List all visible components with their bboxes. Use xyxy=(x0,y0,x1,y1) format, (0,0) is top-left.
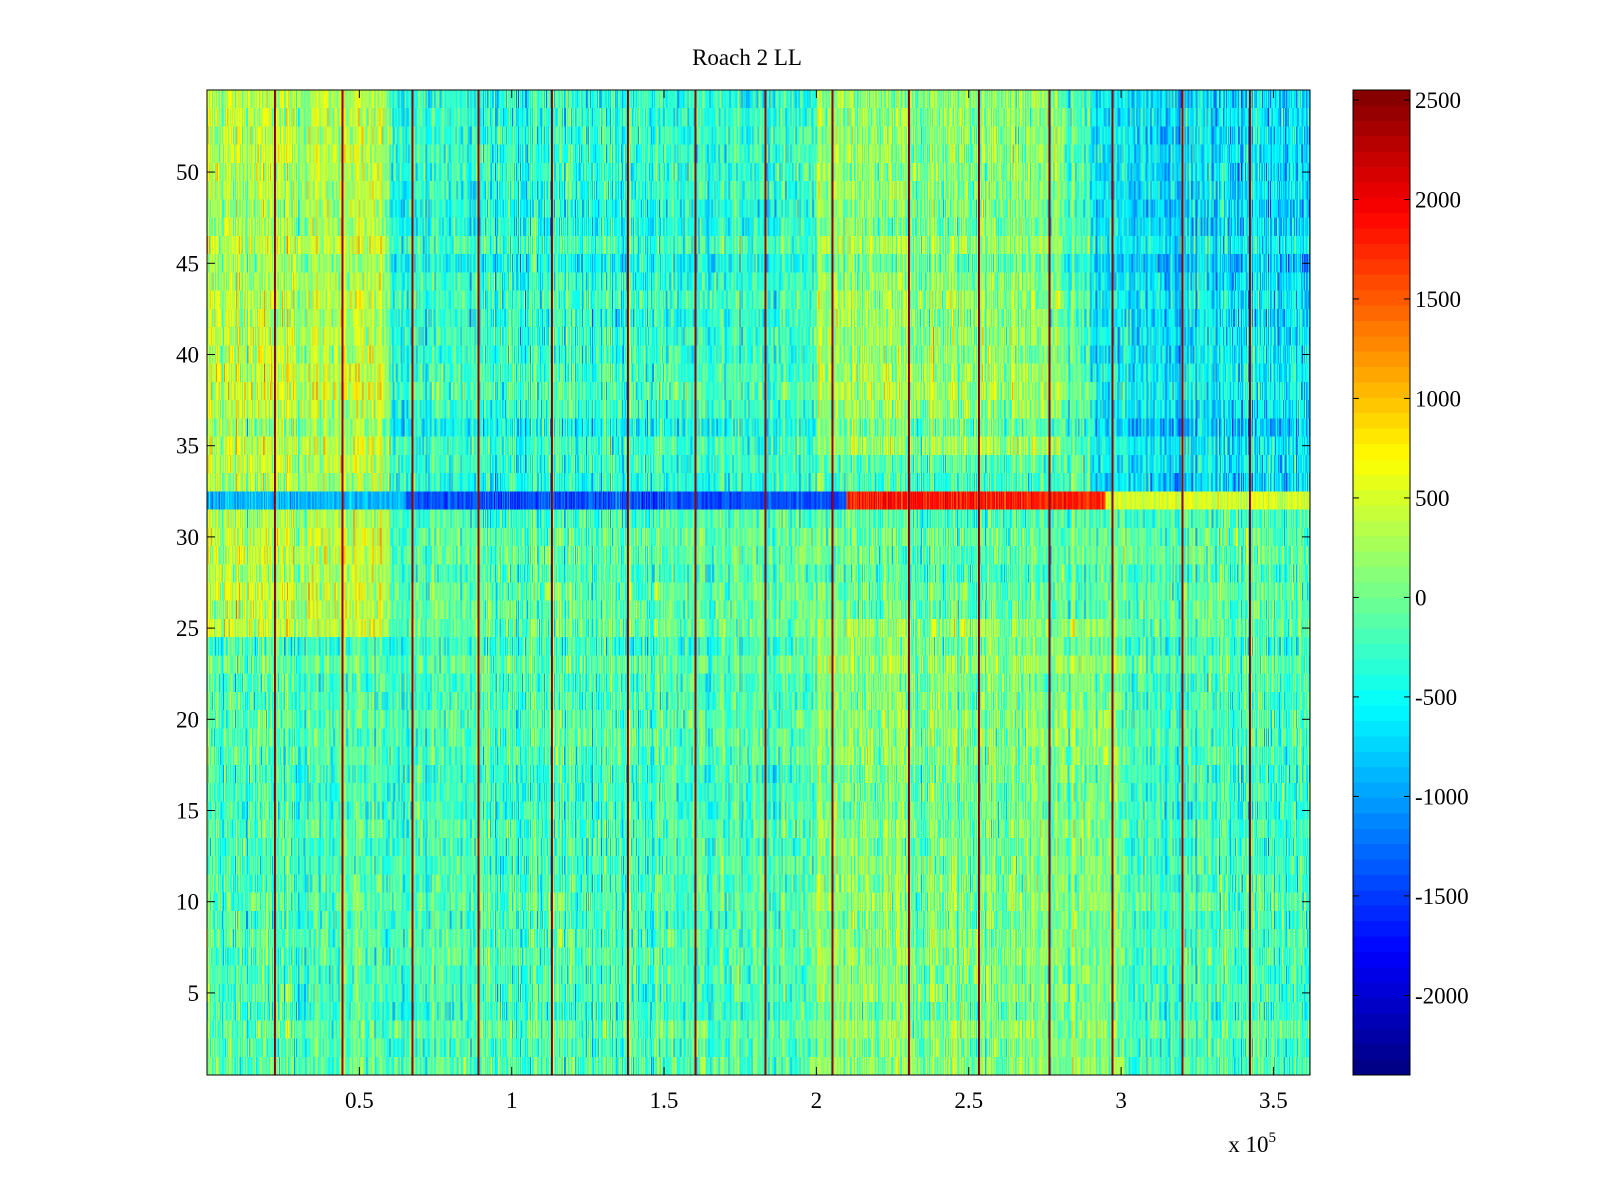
x-tick-label: 2.5 xyxy=(954,1088,983,1113)
x-tick-label: 0.5 xyxy=(345,1088,374,1113)
colorbar-tick-label: -1500 xyxy=(1415,884,1469,909)
colorbar-gradient xyxy=(1353,90,1410,1075)
x-multiplier-exponent: 5 xyxy=(1269,1130,1277,1146)
heatmap-image xyxy=(207,90,1310,1075)
colorbar-frame xyxy=(1352,89,1411,1076)
y-tick-label: 15 xyxy=(176,799,199,824)
y-tick-label: 10 xyxy=(176,890,199,915)
x-multiplier-label: x 105 xyxy=(1228,1130,1276,1157)
y-tick-label: 25 xyxy=(176,616,199,641)
colorbar: 2500 2000 1500 1000 500 0 -500 -1000 -1500 -2000 xyxy=(1352,88,1469,1076)
y-tick-label: 45 xyxy=(176,251,199,276)
x-tick-label: 2 xyxy=(811,1088,823,1113)
colorbar-tick-label: 2000 xyxy=(1415,187,1461,212)
colorbar-tick-label: 0 xyxy=(1415,585,1427,610)
y-tick-label: 35 xyxy=(176,434,199,459)
y-tick-label: 50 xyxy=(176,160,199,185)
plot-frame xyxy=(206,89,1311,1076)
colorbar-tick-label: 500 xyxy=(1415,486,1450,511)
x-tick-label: 1 xyxy=(506,1088,518,1113)
y-tick-label: 30 xyxy=(176,525,199,550)
colorbar-tick-label: 2500 xyxy=(1415,88,1461,113)
x-axis: 0.5 1 1.5 2 2.5 3 3.5 xyxy=(345,90,1288,1113)
x-tick-label: 3 xyxy=(1115,1088,1127,1113)
colorbar-axis: 2500 2000 1500 1000 500 0 -500 -1000 -1500 -2000 xyxy=(1353,88,1469,1008)
plot-area: 0.5 1 1.5 2 2.5 3 3.5 5 10 15 20 25 30 35 40 45 50 x 10… xyxy=(176,89,1311,1157)
colorbar-tick-label: -500 xyxy=(1415,685,1457,710)
x-tick-label: 1.5 xyxy=(650,1088,679,1113)
y-tick-label: 5 xyxy=(188,981,200,1006)
colorbar-tick-label: 1500 xyxy=(1415,287,1461,312)
colorbar-tick-label: -1000 xyxy=(1415,784,1469,809)
y-tick-label: 20 xyxy=(176,707,199,732)
colorbar-tick-label: 1000 xyxy=(1415,386,1461,411)
y-axis: 5 10 15 20 25 30 35 40 45 50 xyxy=(176,160,1310,1006)
colorbar-tick-label: -2000 xyxy=(1415,983,1469,1008)
x-tick-label: 3.5 xyxy=(1259,1088,1288,1113)
y-tick-label: 40 xyxy=(176,342,199,367)
chart-title: Roach 2 LL xyxy=(692,45,802,70)
